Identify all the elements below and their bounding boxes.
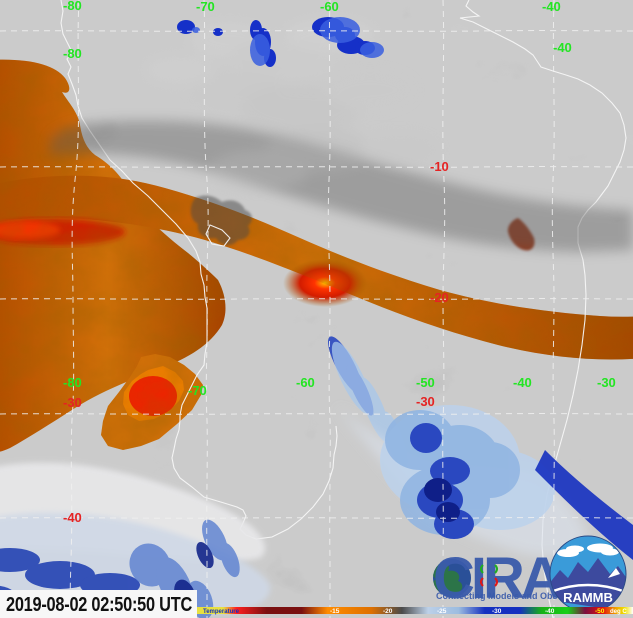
svg-text:-40: -40 <box>513 375 532 390</box>
svg-text:-30: -30 <box>63 395 82 410</box>
svg-text:Temperature: Temperature <box>203 609 240 615</box>
svg-text:-15: -15 <box>330 608 340 615</box>
svg-text:-30: -30 <box>492 608 502 615</box>
svg-text:-25: -25 <box>437 608 447 615</box>
svg-text:-70: -70 <box>188 383 207 398</box>
svg-text:-40: -40 <box>553 40 572 55</box>
svg-text:-30: -30 <box>597 375 616 390</box>
svg-text:-50: -50 <box>595 608 605 615</box>
svg-text:RAMMB: RAMMB <box>563 590 613 605</box>
svg-text:-30: -30 <box>416 394 435 409</box>
svg-text:-40: -40 <box>542 0 561 14</box>
svg-text:-20: -20 <box>383 608 393 615</box>
svg-text:deg C: deg C <box>610 609 627 615</box>
svg-text:-60: -60 <box>320 0 339 14</box>
svg-text:-60: -60 <box>296 375 315 390</box>
svg-text:-10: -10 <box>430 159 449 174</box>
svg-text:2019-08-02 02:50:50 UTC: 2019-08-02 02:50:50 UTC <box>6 594 192 616</box>
svg-text:-70: -70 <box>196 0 215 14</box>
svg-text:-40: -40 <box>545 608 555 615</box>
svg-text:-50: -50 <box>416 375 435 390</box>
svg-text:-40: -40 <box>63 510 82 525</box>
svg-text:-80: -80 <box>63 46 82 61</box>
svg-text:-20: -20 <box>430 290 449 305</box>
svg-text:-80: -80 <box>63 0 82 13</box>
svg-text:-80: -80 <box>63 375 82 390</box>
svg-text:CIRA: CIRA <box>433 546 562 611</box>
